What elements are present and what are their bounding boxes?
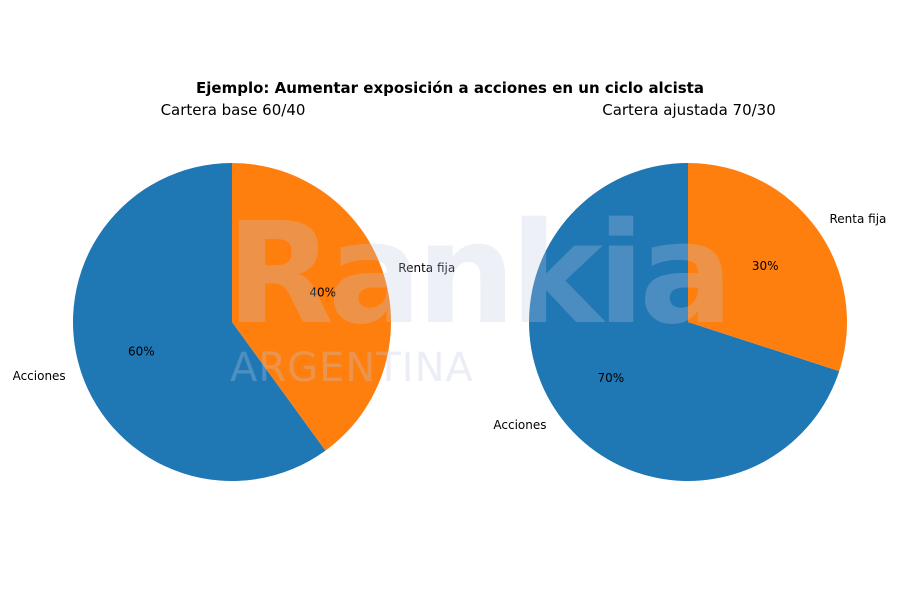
pct-label-left-1: 40% <box>309 286 336 300</box>
pct-label-left-0: 60% <box>128 345 155 359</box>
pie-title-left: Cartera base 60/40 <box>160 101 306 119</box>
category-label-left-0: Acciones <box>13 369 66 383</box>
category-label-right-1: Renta fija <box>830 212 887 226</box>
pie-slice-right-1 <box>688 163 848 372</box>
pct-label-right-0: 70% <box>597 371 624 385</box>
pie-title-right: Cartera ajustada 70/30 <box>602 101 776 119</box>
pie-slice-left-1 <box>232 163 391 451</box>
pie-slice-left-0 <box>72 163 326 481</box>
category-label-right-0: Acciones <box>493 418 546 432</box>
pie-slice-right-0 <box>529 163 840 482</box>
figure-title: Ejemplo: Aumentar exposición a acciones … <box>196 79 704 97</box>
pct-label-right-1: 30% <box>752 259 779 273</box>
category-label-left-1: Renta fija <box>398 261 455 275</box>
